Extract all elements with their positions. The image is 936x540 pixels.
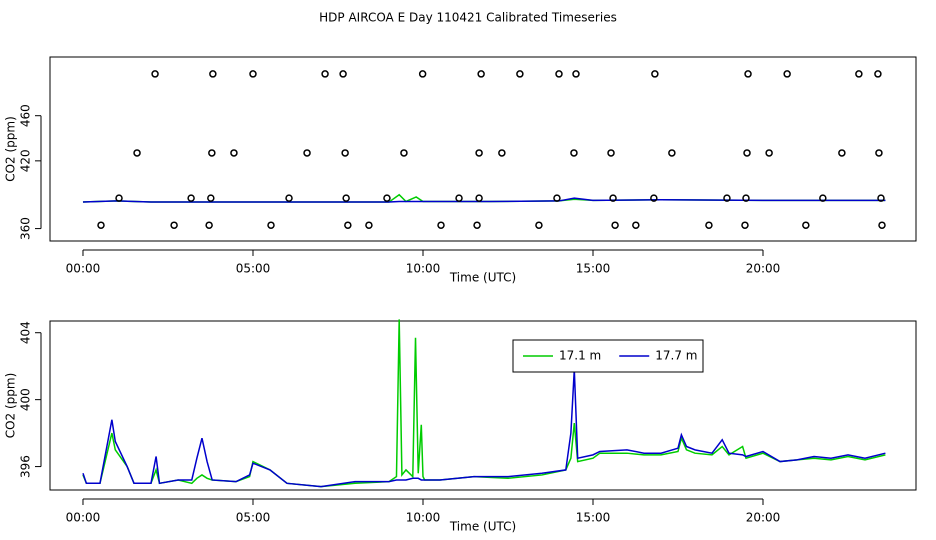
data-point <box>249 70 257 78</box>
data-line <box>82 369 886 488</box>
data-point <box>473 221 481 229</box>
y-tick-label: 404 <box>19 321 33 344</box>
data-point <box>400 149 408 157</box>
data-point <box>572 70 580 78</box>
data-point <box>437 221 445 229</box>
data-point <box>651 70 659 78</box>
data-point <box>230 149 238 157</box>
x-tick-label: 00:00 <box>66 511 101 525</box>
data-point <box>819 194 827 202</box>
data-point <box>339 70 347 78</box>
x-tick-label: 00:00 <box>66 262 101 276</box>
data-point <box>723 194 731 202</box>
data-point <box>321 70 329 78</box>
data-point <box>743 149 751 157</box>
data-point <box>475 194 483 202</box>
y-tick-label: 396 <box>19 455 33 478</box>
plot-frame <box>49 320 917 491</box>
y-tick-label: 460 <box>19 104 33 127</box>
x-tick-label: 20:00 <box>746 511 781 525</box>
data-point <box>555 70 563 78</box>
data-point <box>303 149 311 157</box>
data-point <box>875 149 883 157</box>
data-point <box>498 149 506 157</box>
x-tick-label: 20:00 <box>746 262 781 276</box>
data-point <box>187 194 195 202</box>
data-point <box>838 149 846 157</box>
data-point <box>611 221 619 229</box>
data-point <box>383 194 391 202</box>
data-point <box>607 149 615 157</box>
data-point <box>705 221 713 229</box>
data-point <box>455 194 463 202</box>
plot-frame <box>49 56 917 242</box>
data-point <box>475 149 483 157</box>
x-axis-title: Time (UTC) <box>449 271 516 285</box>
data-point <box>744 70 752 78</box>
data-point <box>878 221 886 229</box>
data-point <box>741 221 749 229</box>
y-axis-title: CO2 (ppm) <box>4 116 18 182</box>
data-point <box>877 194 885 202</box>
data-point <box>208 149 216 157</box>
data-point <box>170 221 178 229</box>
data-point <box>151 70 159 78</box>
data-point <box>609 194 617 202</box>
data-point <box>765 149 773 157</box>
legend-label: 17.1 m <box>559 349 601 363</box>
data-point <box>516 70 524 78</box>
data-point <box>570 149 578 157</box>
y-axis-title: CO2 (ppm) <box>4 373 18 439</box>
x-tick-label: 10:00 <box>406 262 441 276</box>
data-point <box>802 221 810 229</box>
data-point <box>650 194 658 202</box>
data-point <box>285 194 293 202</box>
data-point <box>342 194 350 202</box>
data-point <box>205 221 213 229</box>
figure-title: HDP AIRCOA E Day 110421 Calibrated Times… <box>319 11 617 25</box>
data-point <box>209 70 217 78</box>
data-point <box>267 221 275 229</box>
data-point <box>207 194 215 202</box>
data-point <box>535 221 543 229</box>
data-point <box>632 221 640 229</box>
x-tick-label: 15:00 <box>576 262 611 276</box>
x-tick-label: 05:00 <box>236 511 271 525</box>
data-point <box>97 221 105 229</box>
data-point <box>742 194 750 202</box>
y-tick-label: 400 <box>19 388 33 411</box>
data-point <box>477 70 485 78</box>
y-tick-label: 360 <box>19 217 33 240</box>
x-tick-label: 15:00 <box>576 511 611 525</box>
data-point <box>553 194 561 202</box>
data-point <box>365 221 373 229</box>
data-point <box>133 149 141 157</box>
x-axis-title: Time (UTC) <box>449 520 516 534</box>
data-point <box>874 70 882 78</box>
y-tick-label: 420 <box>19 149 33 172</box>
x-tick-label: 05:00 <box>236 262 271 276</box>
legend-label: 17.7 m <box>655 349 697 363</box>
data-line <box>82 319 886 488</box>
data-line <box>82 197 886 203</box>
data-point <box>341 149 349 157</box>
data-point <box>344 221 352 229</box>
data-point <box>783 70 791 78</box>
x-tick-label: 10:00 <box>406 511 441 525</box>
data-point <box>418 70 427 78</box>
data-point <box>668 149 676 157</box>
data-point <box>855 70 863 78</box>
data-point <box>115 194 123 202</box>
